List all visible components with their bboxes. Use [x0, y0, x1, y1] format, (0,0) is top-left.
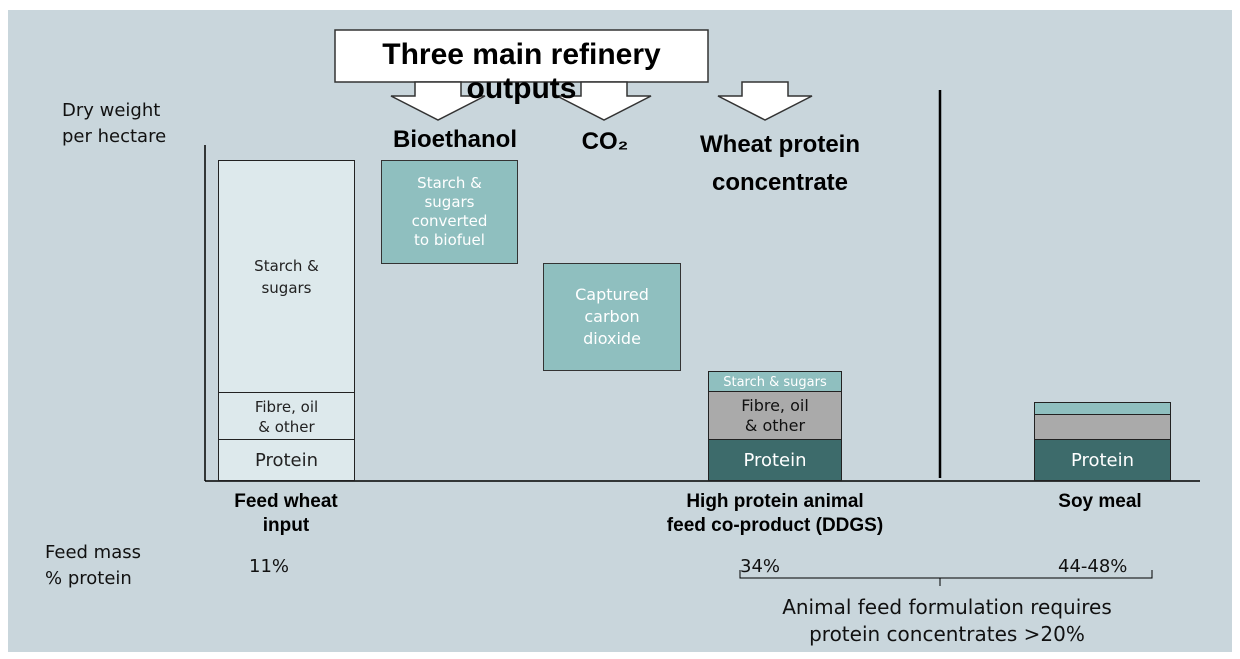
wheat-fibre: Fibre, oil & other [218, 392, 355, 441]
text: & other [258, 417, 315, 436]
text: protein concentrates >20% [809, 622, 1085, 646]
ddgs-fibre: Fibre, oil & other [708, 391, 842, 441]
x-label: High protein animal feed co-product (DDG… [625, 490, 925, 538]
text: dioxide [583, 329, 641, 348]
protein-value: 11% [249, 556, 290, 577]
text: Feed wheat [234, 491, 338, 512]
biofuel-box: Starch & sugars converted to biofuel [381, 160, 518, 264]
text: sugars [424, 193, 475, 211]
ddgs-starch: Starch & sugars [708, 371, 842, 393]
text: to biofuel [414, 231, 485, 249]
wheat-protein: Protein [218, 439, 355, 481]
output-label: Bioethanol [393, 126, 517, 153]
text: Starch & [417, 174, 482, 192]
protein-value: 34% [740, 556, 781, 577]
text: concentrate [711, 169, 849, 196]
text: High protein animal [686, 491, 864, 512]
x-label: Soy meal [1058, 491, 1142, 512]
text: carbon [584, 307, 640, 326]
text: Animal feed formulation requires [782, 595, 1112, 619]
x-label: Feed wheat input [186, 490, 386, 538]
ddgs-protein: Protein [708, 439, 842, 481]
text: Wheat protein [700, 131, 860, 158]
text: input [262, 515, 310, 536]
text: per hectare [62, 126, 167, 147]
text: converted [411, 212, 488, 230]
text: feed co-product (DDGS) [666, 515, 884, 536]
output-label: Wheat protein concentrate [670, 126, 890, 202]
banner: Three main refinery outputs [382, 38, 661, 105]
output-label: CO₂ [581, 128, 629, 155]
carbon-box: Captured carbon dioxide [543, 263, 681, 371]
text: sugars [261, 279, 312, 297]
text: Starch & [254, 257, 319, 275]
text: Feed mass [45, 542, 141, 563]
y-axis-label: Dry weight per hectare [62, 98, 166, 150]
text: Fibre, oil [741, 396, 809, 415]
protein-value: 44-48% [1058, 556, 1128, 577]
text: Captured [575, 285, 649, 304]
soy-protein: Protein [1034, 439, 1171, 481]
soy-fibre [1034, 414, 1171, 441]
text: Fibre, oil [254, 397, 319, 416]
note: Animal feed formulation requires protein… [700, 594, 1194, 648]
protein-label: Feed mass % protein [45, 540, 141, 592]
text: Dry weight [62, 100, 161, 121]
wheat-starch: Starch & sugars [218, 160, 355, 394]
text: & other [744, 416, 806, 435]
text: % protein [45, 568, 132, 589]
